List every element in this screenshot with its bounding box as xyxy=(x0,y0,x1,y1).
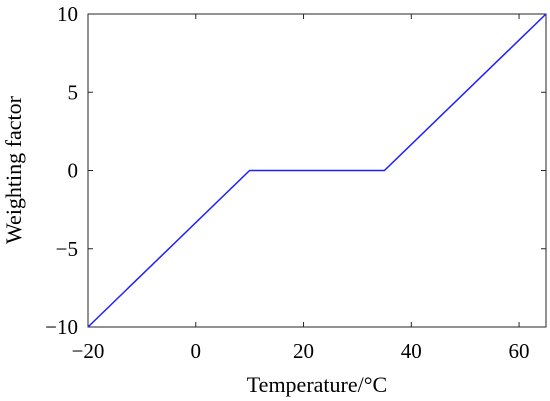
axis-ticks xyxy=(87,13,546,328)
y-axis-label: Weighting factor xyxy=(1,95,26,244)
y-tick-label: 10 xyxy=(57,2,78,26)
x-tick-label: 60 xyxy=(509,339,530,363)
x-tick-label: −20 xyxy=(72,339,105,363)
y-tick-label: −5 xyxy=(56,237,78,261)
y-tick-labels: −10 −5 0 5 10 xyxy=(45,2,78,339)
y-tick-label: 0 xyxy=(68,159,79,183)
y-tick-label: −10 xyxy=(45,315,78,339)
series-group xyxy=(87,13,547,328)
x-tick-label: 20 xyxy=(293,339,314,363)
x-tick-labels: −20 0 20 40 60 xyxy=(72,339,530,363)
series-line xyxy=(87,13,547,328)
y-tick-label: 5 xyxy=(68,80,79,104)
x-tick-label: 0 xyxy=(191,339,202,363)
x-axis-label: Temperature/°C xyxy=(247,372,387,397)
x-tick-label: 40 xyxy=(401,339,422,363)
